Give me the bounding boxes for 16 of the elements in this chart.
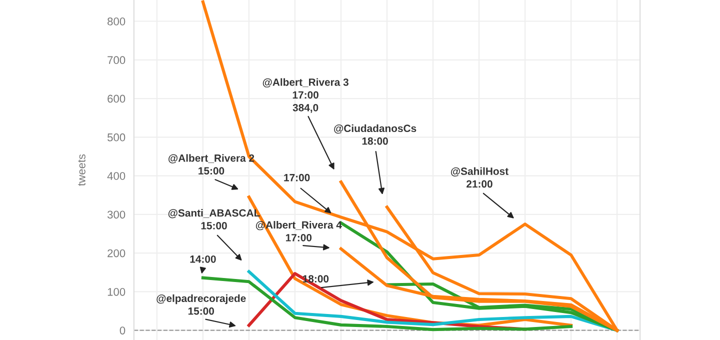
y-tick-label: 500: [107, 133, 126, 142]
y-tick-label: 0: [120, 326, 126, 334]
y-tick-label: 200: [108, 249, 126, 258]
y-tick-label: 600: [108, 94, 126, 103]
y-tick-label: 800: [108, 18, 126, 26]
annotation: @elpadrecorajede 15:00: [156, 294, 246, 315]
y-tick-label: 700: [108, 56, 126, 64]
y-tick-label: 100: [108, 288, 126, 296]
y-tick-label: 400: [107, 172, 126, 180]
annotation: 17:00: [284, 174, 310, 182]
annotation: @Albert_Rivera 3 17:00 384,0: [262, 78, 348, 113]
annotation: @SahilHost 21:00: [450, 167, 508, 188]
annotation: 14:00: [190, 255, 216, 263]
y-axis-title: tweets: [78, 154, 86, 186]
y-tick-label: 300: [107, 210, 126, 219]
annotation: @CiudadanosCs 18:00: [334, 124, 416, 145]
